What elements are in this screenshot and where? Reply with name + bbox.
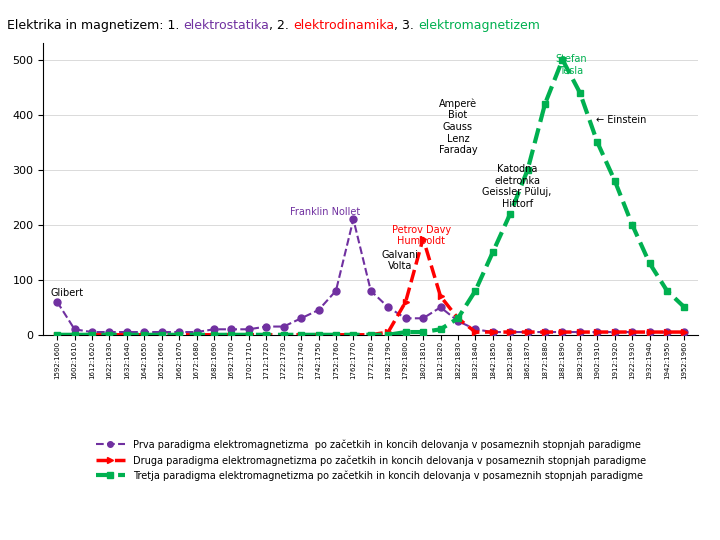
Text: Petrov Davy
Humboldt: Petrov Davy Humboldt: [392, 225, 451, 246]
Text: ← Einstein: ← Einstein: [595, 114, 646, 125]
Legend: Prva paradigma elektromagnetizma  po začetkih in koncih delovanja v posameznih s: Prva paradigma elektromagnetizma po zače…: [92, 436, 649, 485]
Text: Elektrika in magnetizem: 1.: Elektrika in magnetizem: 1.: [7, 19, 184, 32]
Text: , 3.: , 3.: [395, 19, 418, 32]
Text: Franklin Nollet: Franklin Nollet: [290, 206, 361, 217]
Text: elektrostatika: elektrostatika: [184, 19, 269, 32]
Text: Glibert: Glibert: [50, 288, 84, 298]
Text: , 2.: , 2.: [269, 19, 293, 32]
Text: elektrodinamika: elektrodinamika: [293, 19, 395, 32]
Text: Katodna
eletronka
Geissler Püluj,
Hittorf: Katodna eletronka Geissler Püluj, Hittor…: [482, 164, 552, 209]
Text: Amperè
Biot
Gauss
Lenz
Faraday: Amperè Biot Gauss Lenz Faraday: [438, 98, 477, 155]
Text: Stefan
Tesla: Stefan Tesla: [555, 54, 587, 76]
Text: Galvani
Volta: Galvani Volta: [382, 249, 419, 271]
Text: elektromagnetizem: elektromagnetizem: [418, 19, 540, 32]
